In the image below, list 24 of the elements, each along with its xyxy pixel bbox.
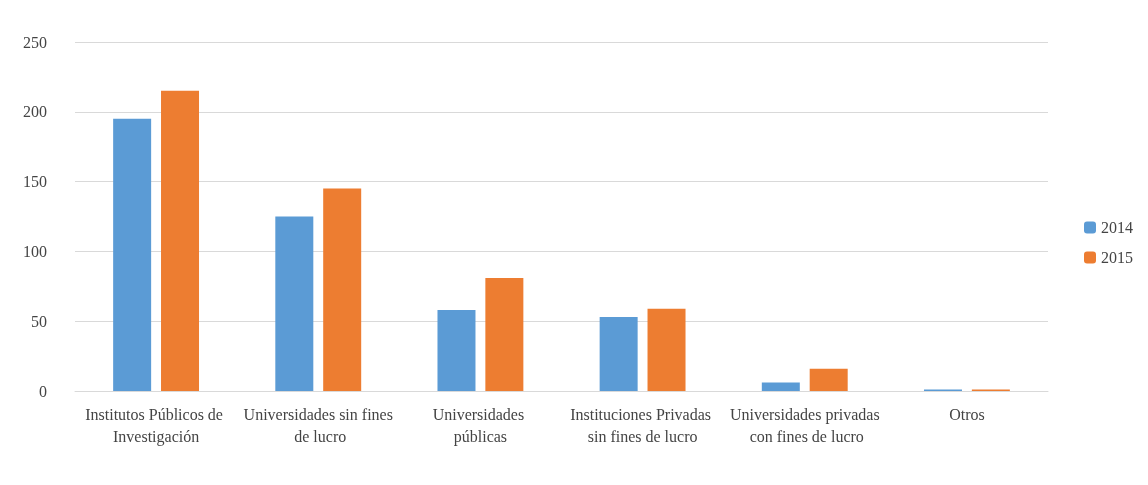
x-tick-label: Universidades sin fines de lucro — [243, 405, 393, 445]
bar — [323, 188, 362, 391]
y-tick-label: 200 — [23, 103, 47, 121]
x-tick-label: Otros — [949, 405, 985, 423]
y-tick-label: 50 — [31, 312, 47, 330]
bar — [761, 382, 800, 391]
x-tick-label: Instituciones Privadas sin fines de lucro — [570, 405, 716, 445]
bar — [647, 308, 686, 391]
legend-label: 2014 — [1101, 219, 1133, 236]
bar — [161, 90, 200, 391]
x-tick-label: Universidades públicas — [432, 405, 529, 446]
x-tick-label: Universidades privadas con fines de lucro — [729, 405, 880, 445]
x-tick-label: Institutos Públicos de Investigación — [85, 405, 227, 446]
y-tick-label: 100 — [23, 242, 47, 260]
bar — [809, 368, 848, 391]
bar — [485, 277, 524, 391]
y-tick-label: 250 — [23, 33, 47, 51]
y-tick-label: 150 — [23, 173, 47, 191]
bar — [275, 216, 314, 391]
bar — [113, 118, 152, 391]
bar — [437, 310, 476, 391]
bar — [599, 317, 638, 391]
y-tick-label: 0 — [39, 382, 47, 400]
legend-label: 2015 — [1101, 249, 1133, 266]
